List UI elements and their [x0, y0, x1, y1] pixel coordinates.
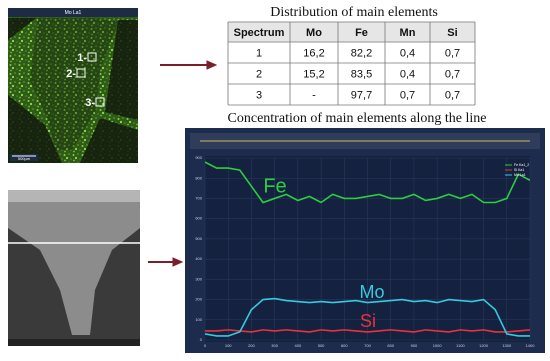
y-tick-label: 400 — [195, 256, 202, 261]
x-tick-label: 500 — [318, 343, 325, 348]
x-tick-label: 300 — [271, 343, 278, 348]
table-cell: 0,7 — [445, 89, 460, 101]
chart: 0 100 200 300 400 500 600 700 800 900 0 100 200 300 40… — [185, 128, 545, 353]
table-cell: 0,4 — [400, 47, 415, 59]
chart-title: Concentration of main elements along the… — [228, 111, 487, 126]
y-tick-label: 200 — [195, 297, 202, 302]
table-cell: 2 — [256, 68, 262, 80]
table-title: Distribution of main elements — [270, 5, 438, 20]
eds-map: Mo La1 1- 2- 3- 500µm — [8, 8, 138, 163]
x-tick-label: 1200 — [479, 343, 489, 348]
header-cell: Mn — [400, 27, 416, 39]
x-tick-label: 200 — [248, 343, 255, 348]
y-tick-label: 300 — [195, 276, 202, 281]
scale-bar-label: 500µm — [18, 156, 31, 161]
table-cell: 0,4 — [400, 68, 415, 80]
series-annotation: Si — [360, 311, 376, 331]
y-tick-label: 600 — [195, 216, 202, 221]
x-tick-label: 700 — [364, 343, 371, 348]
point-label: 2- — [66, 68, 76, 80]
point-label: 3- — [85, 97, 95, 109]
series-line — [205, 297, 530, 337]
header-cell: Spectrum — [234, 27, 285, 39]
table-cell: 0,7 — [445, 47, 460, 59]
sem-weld — [8, 200, 140, 335]
table-cell: - — [312, 89, 316, 101]
legend-label: Fe Ka1_2 — [514, 163, 529, 167]
y-tick-label: 100 — [195, 317, 202, 322]
x-tick-label: 1400 — [526, 343, 536, 348]
header-cell: Fe — [355, 27, 368, 39]
point-box — [87, 52, 97, 62]
x-tick-label: 900 — [411, 343, 418, 348]
point-label: 1- — [77, 52, 87, 64]
y-tick-label: 500 — [195, 236, 202, 241]
x-tick-label: 1000 — [433, 343, 443, 348]
table-cell: 82,2 — [351, 47, 372, 59]
table-cell: 15,2 — [303, 68, 324, 80]
arrow-head — [206, 60, 218, 70]
table-cell: 0,7 — [445, 68, 460, 80]
x-tick-label: 100 — [225, 343, 232, 348]
table-cell: 3 — [256, 89, 262, 101]
x-tick-label: 1300 — [502, 343, 512, 348]
legend-label: Mo La1 — [514, 173, 526, 177]
table: Spectrum Mo Fe Mn Si 1 16,2 82,2 0,4 0,7 2 15,2 83,5… — [227, 21, 476, 106]
sem-bar — [8, 339, 140, 346]
arrow-head — [172, 257, 184, 267]
map-region — [30, 18, 118, 150]
series-line — [205, 161, 530, 204]
y-tick-label: 800 — [195, 175, 202, 180]
scale-bar-bg — [10, 154, 38, 161]
table-cell: 1 — [256, 47, 262, 59]
y-tick-label: 0 — [200, 337, 203, 342]
series-line — [205, 329, 530, 333]
sem-image — [8, 190, 140, 346]
table-cell: 16,2 — [303, 47, 324, 59]
table-cell: 83,5 — [351, 68, 372, 80]
point-box — [95, 97, 105, 107]
x-tick-label: 600 — [341, 343, 348, 348]
header-cell: Mo — [306, 27, 322, 39]
series-annotation: Mo — [359, 282, 384, 302]
y-tick-label: 900 — [195, 155, 202, 160]
x-tick-label: 1100 — [456, 343, 465, 348]
table-cell: 97,7 — [351, 89, 372, 101]
point-box — [76, 68, 86, 78]
header-cell: Si — [447, 27, 457, 39]
series-annotation: Fe — [263, 175, 286, 197]
x-tick-label: 0 — [204, 343, 207, 348]
table-cell: 0,7 — [400, 89, 415, 101]
arrows — [148, 60, 218, 267]
y-tick-label: 700 — [195, 196, 202, 201]
legend-label: Si Ka1 — [514, 168, 524, 172]
map-title: Mo La1 — [65, 10, 82, 16]
sem-top — [8, 190, 140, 202]
map-dark — [8, 18, 138, 163]
x-tick-label: 800 — [387, 343, 394, 348]
map-titlebar — [8, 8, 138, 17]
x-tick-label: 400 — [295, 343, 302, 348]
